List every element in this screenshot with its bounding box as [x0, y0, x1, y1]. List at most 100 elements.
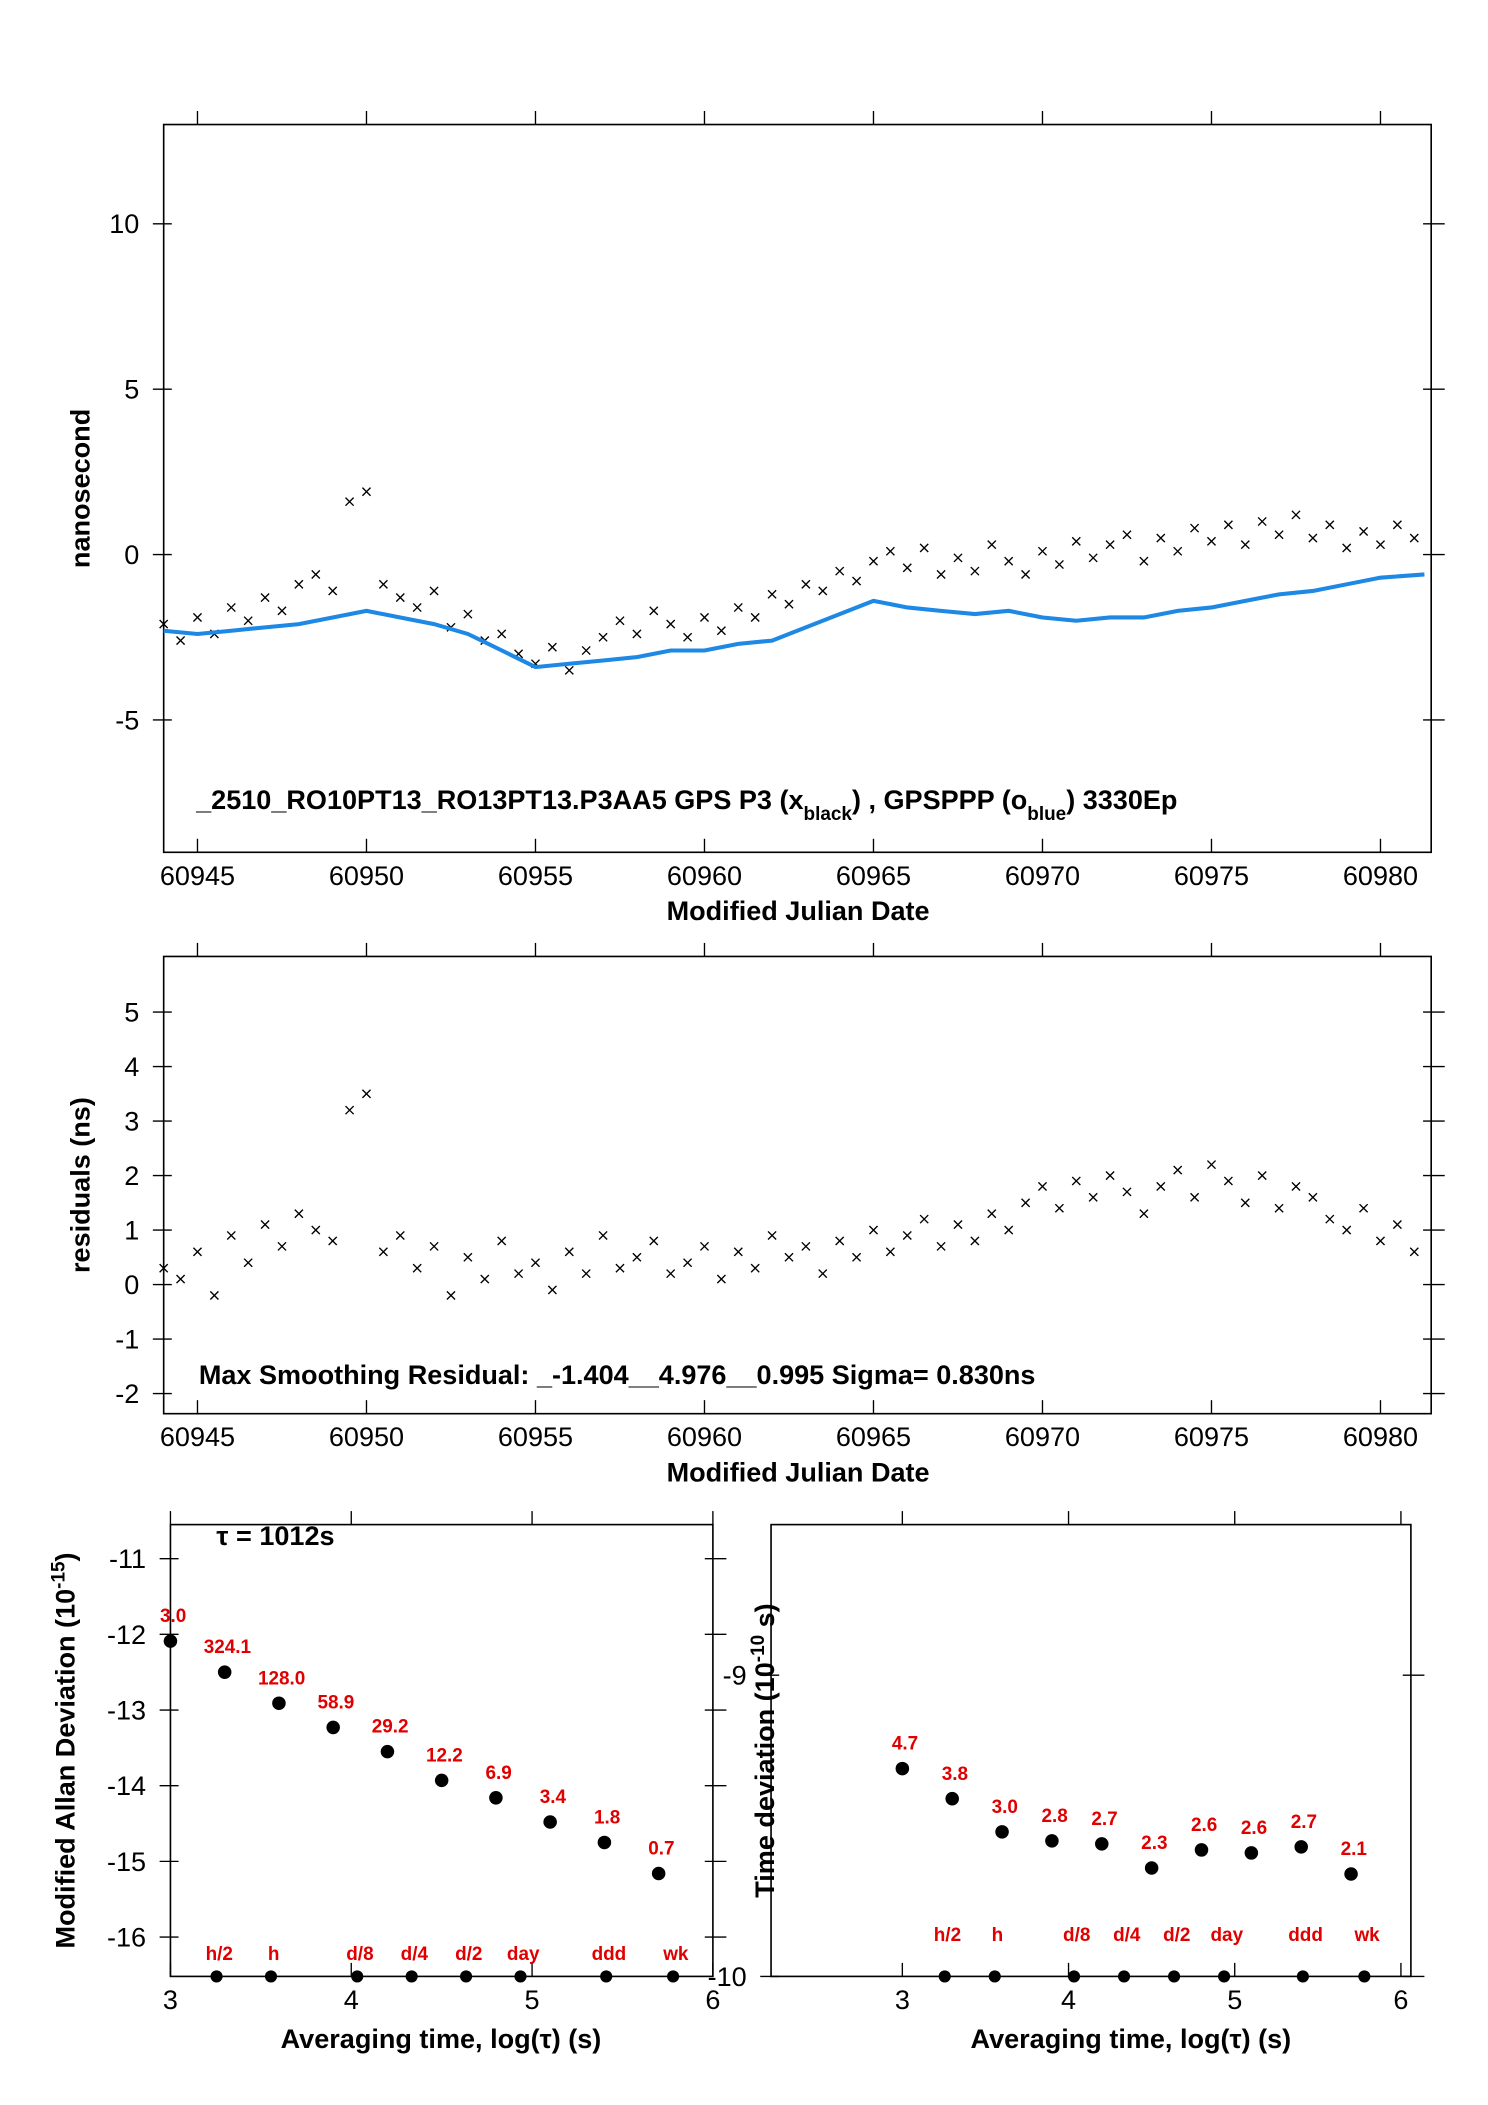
- data-point: [1206, 536, 1217, 546]
- data-point: [1045, 1834, 1059, 1848]
- reference-mark: [1067, 1970, 1081, 1983]
- data-point: [328, 586, 338, 596]
- point-label: 29.2: [372, 1717, 409, 1738]
- label-part: Time deviation (10: [750, 1662, 780, 1898]
- point-label: 3.8: [942, 1764, 968, 1785]
- data-point: [1071, 1176, 1081, 1186]
- point-label: 0.7: [648, 1839, 674, 1860]
- reference-mark: [1117, 1970, 1131, 1983]
- data-point: [345, 497, 355, 507]
- data-point: [1392, 520, 1402, 530]
- label-part: τ = 1012s: [216, 1521, 334, 1551]
- data-point: [1156, 533, 1166, 543]
- data-point: [716, 1274, 726, 1284]
- data-point: [1054, 559, 1064, 570]
- data-point: [345, 1105, 355, 1115]
- data-point: [543, 1815, 557, 1829]
- reference-label: ddd: [592, 1944, 627, 1965]
- data-point: [480, 1274, 490, 1284]
- reference-label: d/2: [1163, 1925, 1190, 1946]
- label-part: s): [750, 1603, 780, 1635]
- data-point: [514, 1269, 524, 1279]
- plot-frame: [162, 955, 1432, 1415]
- y-tick-label: -10: [708, 1962, 747, 1992]
- plot-frame: [770, 1523, 1412, 1978]
- data-point: [632, 629, 642, 639]
- data-point: [192, 1247, 203, 1257]
- x-tick-label: 5: [1227, 1985, 1242, 2015]
- data-point: [226, 1230, 236, 1241]
- data-point: [1071, 536, 1081, 546]
- data-point: [277, 1241, 287, 1251]
- x-tick-label: 60945: [160, 861, 235, 891]
- y-axis-label: residuals (ns): [65, 1097, 95, 1273]
- y-tick-label: -14: [107, 1771, 146, 1801]
- data-point: [489, 1791, 503, 1805]
- data-point: [936, 1241, 946, 1251]
- data-point: [1344, 1867, 1358, 1881]
- data-point: [1021, 1198, 1031, 1208]
- point-label: 2.7: [1091, 1809, 1117, 1830]
- data-point: [547, 642, 557, 652]
- reference-label: wk: [662, 1944, 689, 1965]
- data-point: [597, 1835, 612, 1850]
- data-point: [852, 576, 862, 586]
- data-point: [885, 1247, 895, 1257]
- x-tick-label: 60960: [667, 861, 742, 891]
- label-part: ) , GPSPPP (o: [852, 785, 1027, 815]
- label-part: Modified Allan Deviation (10: [50, 1589, 80, 1949]
- data-point: [497, 1236, 507, 1246]
- point-label: 324.1: [204, 1637, 251, 1658]
- data-point: [699, 612, 710, 622]
- data-point: [530, 1258, 541, 1268]
- data-point: [936, 569, 946, 579]
- data-point: [1223, 1176, 1233, 1186]
- data-point: [209, 1290, 219, 1300]
- label-part: blue: [1027, 804, 1066, 825]
- annotation: _2510_RO10PT13_RO13PT13.P3AA5 GPS P3 (xb…: [195, 785, 1177, 824]
- data-point: [1144, 1861, 1159, 1875]
- x-axis-label: Modified Julian Date: [667, 1457, 930, 1487]
- data-point: [1294, 1840, 1308, 1854]
- data-point: [953, 553, 963, 563]
- data-point: [995, 1825, 1009, 1839]
- data-point: [852, 1252, 862, 1262]
- data-point: [1375, 540, 1386, 550]
- reference-label: day: [1210, 1925, 1243, 1946]
- point-label: 2.6: [1241, 1818, 1267, 1839]
- data-point: [380, 1744, 395, 1759]
- reference-mark: [459, 1970, 473, 1983]
- data-point: [1342, 543, 1352, 553]
- point-label: 3.0: [992, 1797, 1018, 1818]
- data-point: [192, 612, 203, 622]
- x-tick-label: 6: [1393, 1985, 1408, 2015]
- data-point: [378, 579, 388, 589]
- data-point: [1095, 1837, 1109, 1851]
- data-point: [767, 589, 777, 599]
- data-point: [564, 1247, 574, 1257]
- point-label: 6.9: [485, 1763, 511, 1784]
- data-point: [919, 1214, 929, 1224]
- data-point: [1291, 1181, 1301, 1191]
- reference-mark: [1167, 1970, 1181, 1983]
- data-point: [1274, 530, 1284, 540]
- x-axis-label: Modified Julian Date: [667, 896, 930, 926]
- plot-frame: [162, 123, 1432, 854]
- reference-label: d/4: [1113, 1925, 1141, 1946]
- data-point: [429, 586, 439, 596]
- data-point: [272, 1696, 286, 1710]
- data-point: [1257, 1170, 1267, 1181]
- data-point: [683, 1258, 693, 1268]
- x-tick-label: 60975: [1174, 861, 1249, 891]
- data-point: [429, 1241, 439, 1251]
- data-point: [1257, 516, 1267, 527]
- data-point: [784, 1252, 794, 1262]
- label-part: ) 3330Ep: [1066, 785, 1177, 815]
- data-point: [581, 645, 591, 656]
- x-tick-label: 60965: [836, 861, 911, 891]
- data-point: [378, 1247, 388, 1257]
- data-point: [564, 665, 574, 675]
- y-tick-label: 0: [124, 1270, 139, 1300]
- data-point: [895, 1761, 910, 1776]
